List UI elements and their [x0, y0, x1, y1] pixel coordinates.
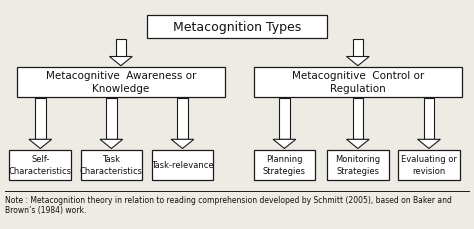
FancyBboxPatch shape [152, 150, 213, 180]
Polygon shape [418, 140, 440, 149]
FancyBboxPatch shape [254, 150, 315, 180]
Polygon shape [116, 40, 126, 57]
Text: Task
Characteristics: Task Characteristics [80, 155, 143, 175]
Text: Task-relevance: Task-relevance [151, 160, 214, 169]
FancyBboxPatch shape [81, 150, 142, 180]
Polygon shape [171, 140, 194, 149]
Polygon shape [353, 98, 363, 140]
Text: Note : Metacognition theory in relation to reading comprehension developed by Sc: Note : Metacognition theory in relation … [5, 195, 452, 214]
Text: Planning
Strategies: Planning Strategies [263, 155, 306, 175]
Polygon shape [100, 140, 123, 149]
FancyBboxPatch shape [398, 150, 460, 180]
Text: Evaluating or
revision: Evaluating or revision [401, 155, 457, 175]
Polygon shape [109, 57, 132, 66]
FancyBboxPatch shape [327, 150, 389, 180]
Polygon shape [177, 98, 188, 140]
Polygon shape [279, 98, 290, 140]
Polygon shape [353, 40, 363, 57]
Text: Self-
Characteristics: Self- Characteristics [9, 155, 72, 175]
FancyBboxPatch shape [147, 16, 327, 39]
Polygon shape [346, 57, 369, 66]
Polygon shape [29, 140, 52, 149]
Text: Monitoring
Strategies: Monitoring Strategies [335, 155, 381, 175]
FancyBboxPatch shape [17, 68, 225, 97]
Polygon shape [424, 98, 434, 140]
Polygon shape [273, 140, 296, 149]
Polygon shape [106, 98, 117, 140]
FancyBboxPatch shape [254, 68, 462, 97]
Polygon shape [35, 98, 46, 140]
Text: Metacognition Types: Metacognition Types [173, 21, 301, 34]
FancyBboxPatch shape [9, 150, 71, 180]
Polygon shape [346, 140, 369, 149]
Text: Metacognitive  Control or
Regulation: Metacognitive Control or Regulation [292, 71, 424, 94]
Text: Metacognitive  Awareness or
Knowledge: Metacognitive Awareness or Knowledge [46, 71, 196, 94]
